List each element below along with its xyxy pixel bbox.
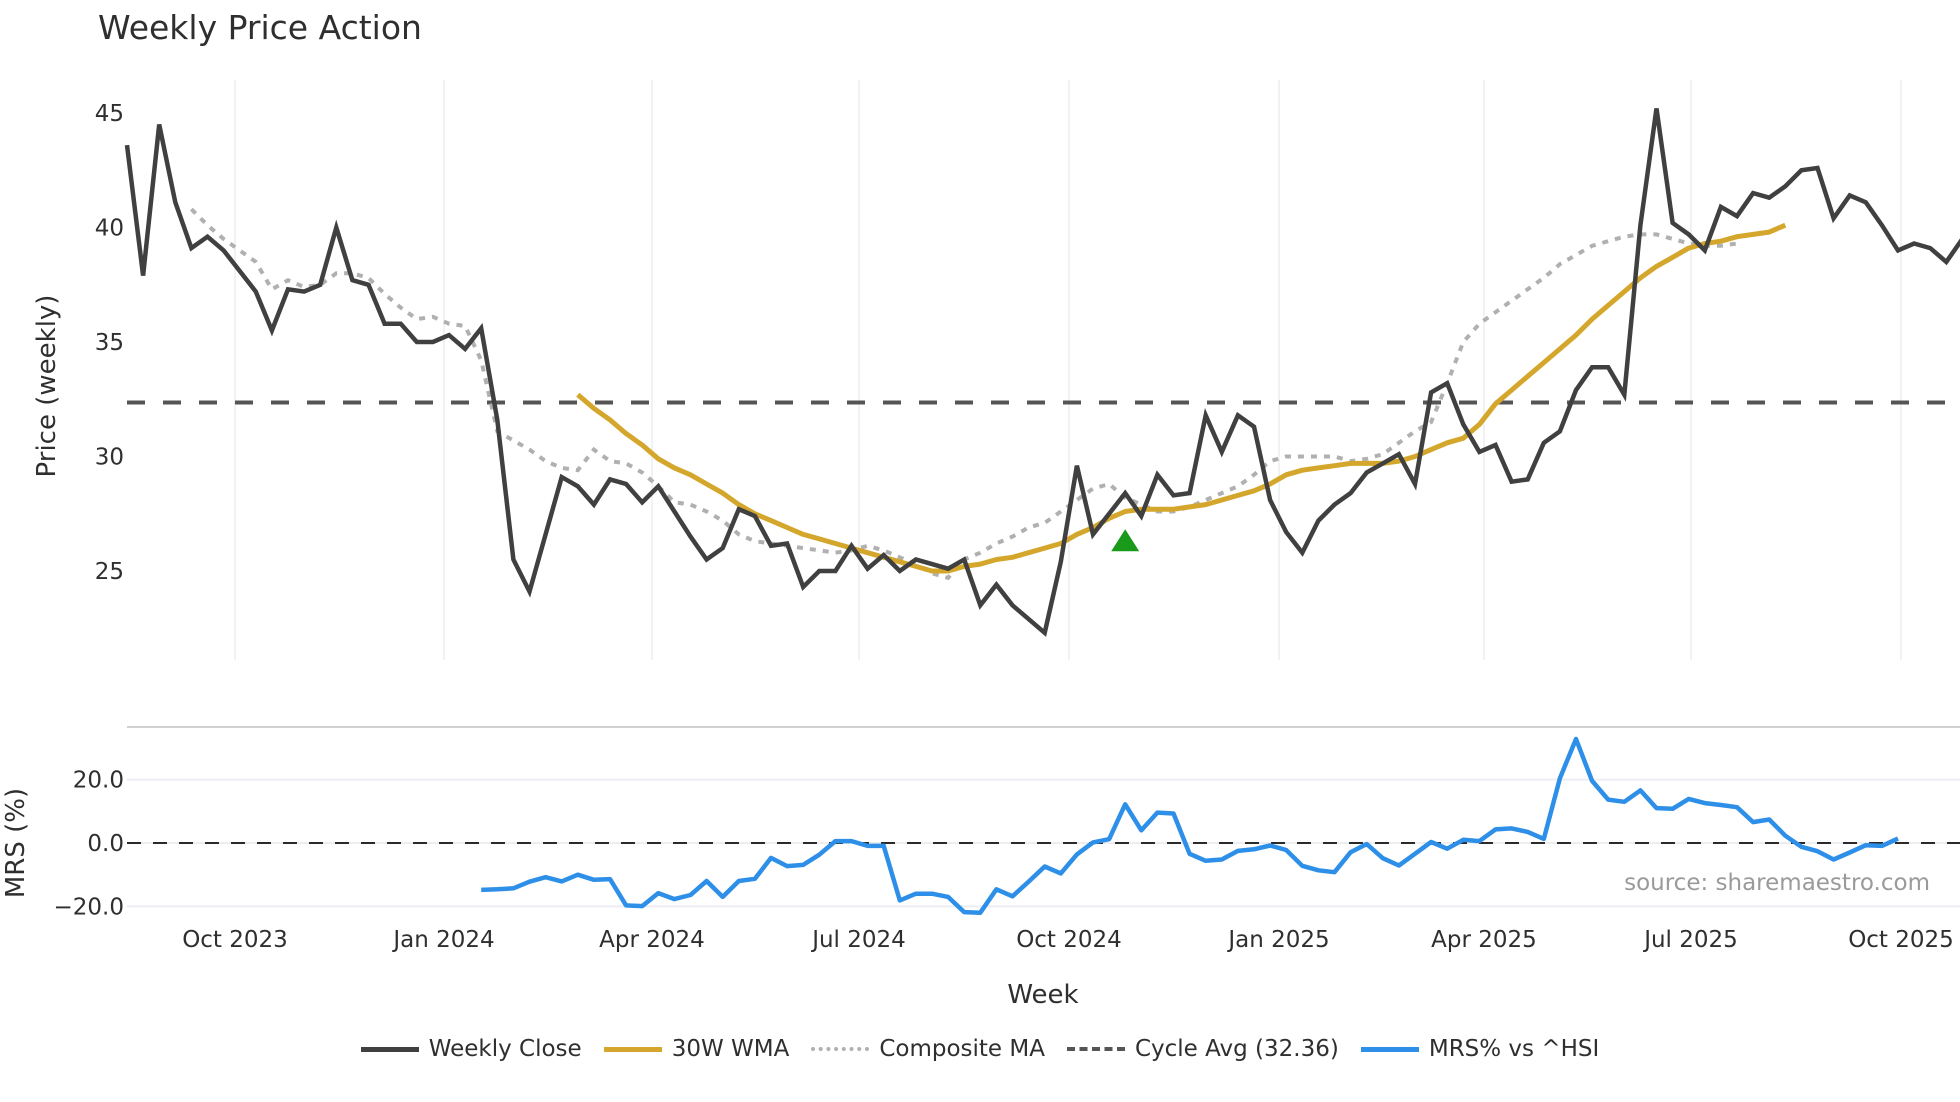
price-tick-label: 40 (95, 216, 124, 242)
composite-ma-swatch-icon (811, 1047, 870, 1051)
mrs-swatch-icon (1360, 1046, 1419, 1052)
x-tick-label: Jul 2024 (810, 927, 906, 953)
weekly-close-line (124, 108, 1960, 637)
price-tick-label: 30 (95, 445, 124, 471)
buy-signal-triangle-icon (1111, 529, 1140, 552)
legend-label: 30W WMA (671, 1036, 790, 1062)
price-tick-label: 35 (95, 330, 124, 356)
mrs-series (127, 736, 1960, 915)
weekly-close-swatch-icon (360, 1046, 419, 1052)
legend: Weekly Close 30W WMA Composite MA Cycle … (0, 1036, 1960, 1062)
vertical-gridlines (234, 80, 1902, 660)
cycle-avg-swatch-icon (1066, 1047, 1125, 1051)
wma-line (576, 222, 1787, 574)
mrs-tick-label: 20.0 (73, 768, 124, 794)
mrs-tick-label: 0.0 (87, 831, 124, 857)
price-axis-ticks: 45 40 35 30 25 (95, 101, 124, 585)
chart-title: Weekly Price Action (98, 8, 422, 47)
price-axis-title: Price (weekly) (32, 295, 62, 478)
x-tick-label: Jul 2025 (1642, 927, 1738, 953)
mrs-axis-ticks: 20.0 0.0 −20.0 (54, 768, 124, 921)
x-tick-label: Jan 2025 (1226, 927, 1329, 953)
wma-swatch-icon (603, 1046, 662, 1052)
price-tick-label: 25 (95, 559, 124, 585)
legend-item-cycle-avg[interactable]: Cycle Avg (32.36) (1066, 1036, 1339, 1062)
x-tick-label: Apr 2025 (1431, 927, 1537, 953)
price-tick-label: 45 (95, 101, 124, 127)
x-tick-label: Apr 2024 (599, 927, 705, 953)
x-tick-label: Oct 2023 (182, 927, 288, 953)
legend-label: MRS% vs ^HSI (1428, 1036, 1600, 1062)
price-series (124, 108, 1960, 637)
x-tick-label: Oct 2024 (1016, 927, 1122, 953)
legend-item-composite-ma[interactable]: Composite MA (811, 1036, 1045, 1062)
x-axis-title: Week (1007, 980, 1078, 1010)
x-axis-ticks: Oct 2023 Jan 2024 Apr 2024 Jul 2024 Oct 2024… (182, 927, 1954, 953)
legend-item-weekly-close[interactable]: Weekly Close (360, 1036, 582, 1062)
mrs-tick-label: −20.0 (54, 894, 124, 920)
legend-label: Cycle Avg (32.36) (1134, 1036, 1339, 1062)
x-tick-label: Oct 2025 (1848, 927, 1954, 953)
x-tick-label: Jan 2024 (391, 927, 494, 953)
legend-label: Weekly Close (428, 1036, 582, 1062)
mrs-line (481, 736, 1899, 915)
legend-item-mrs[interactable]: MRS% vs ^HSI (1360, 1036, 1600, 1062)
legend-item-30w-wma[interactable]: 30W WMA (603, 1036, 790, 1062)
source-note: source: sharemaestro.com (1624, 870, 1930, 896)
mrs-axis-title: MRS (%) (1, 788, 31, 898)
legend-label: Composite MA (879, 1036, 1045, 1062)
